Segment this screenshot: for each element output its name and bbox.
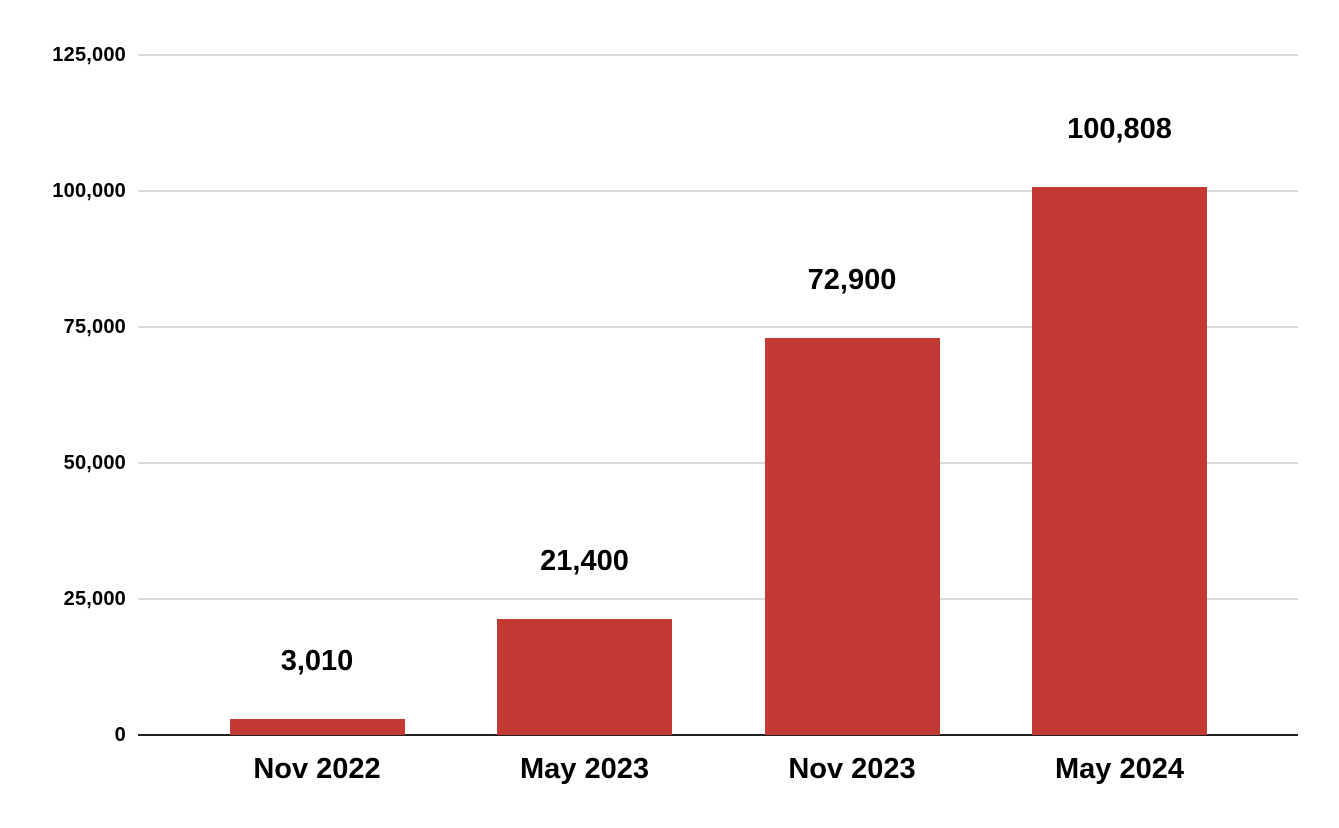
x-tick-label: Nov 2023 (788, 753, 916, 785)
gridline (138, 54, 1298, 56)
x-axis-line (138, 734, 1298, 736)
bar (497, 618, 672, 735)
gridline (138, 462, 1298, 464)
bar-value-label: 21,400 (540, 544, 629, 577)
bar (229, 718, 405, 735)
bar-value-label: 100,808 (1067, 112, 1172, 145)
bar (1032, 186, 1207, 735)
bar (764, 338, 940, 735)
gridline (138, 598, 1298, 600)
x-tick-label: May 2024 (1055, 753, 1184, 785)
y-tick-label: 125,000 (52, 44, 126, 66)
y-tick-label: 100,000 (52, 180, 126, 202)
y-tick-label: 0 (114, 724, 126, 746)
y-tick-label: 75,000 (63, 316, 126, 338)
bar-value-label: 3,010 (280, 644, 354, 677)
bar-value-label: 72,900 (807, 264, 897, 297)
gridline (138, 190, 1298, 192)
gridline (138, 326, 1298, 328)
x-tick-label: Nov 2022 (253, 753, 381, 785)
x-tick-label: May 2023 (520, 753, 649, 785)
y-tick-label: 25,000 (63, 588, 126, 610)
y-tick-label: 50,000 (63, 452, 126, 474)
